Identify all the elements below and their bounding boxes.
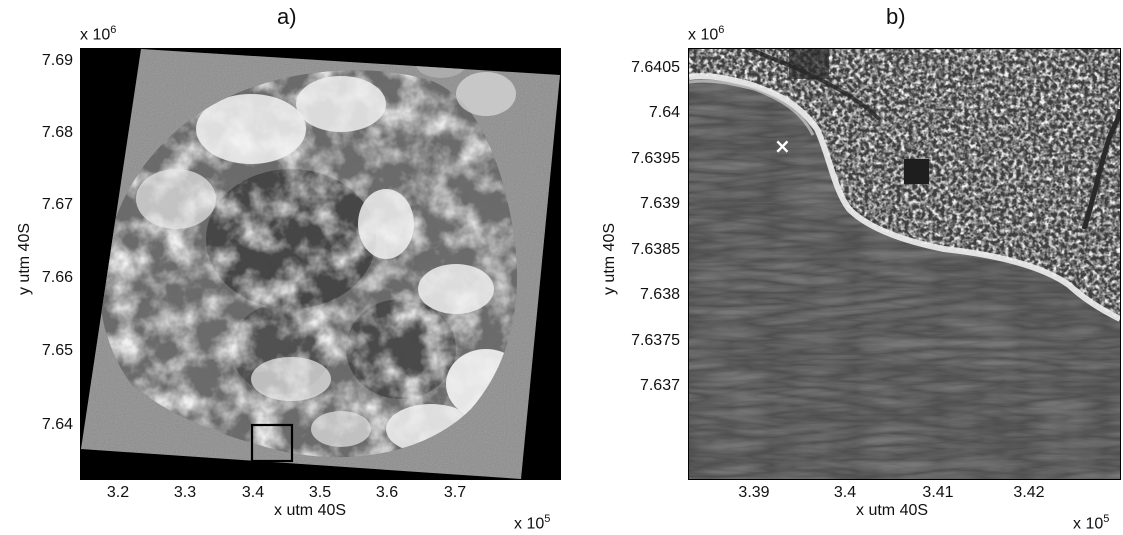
panel-a-xlabel: x utm 40S bbox=[274, 502, 347, 519]
panel-b-ytick: 7.6405 bbox=[631, 59, 680, 76]
panel-a-ytick: 7.64 bbox=[41, 416, 73, 433]
panel-b-ylabel: y utm 40S bbox=[601, 222, 618, 296]
panel-a-xtick: 3.4 bbox=[241, 484, 265, 501]
panel-a-ytick: 7.68 bbox=[41, 124, 73, 141]
panel-a-ytick: 7.67 bbox=[41, 196, 73, 213]
study-area-box bbox=[250, 423, 294, 463]
panel-b-ytick: 7.64 bbox=[648, 104, 680, 121]
panel-a-y-multiplier: x 106 bbox=[80, 24, 117, 44]
panel-a-xtick: 3.3 bbox=[173, 484, 197, 501]
panel-a-xtick: 3.5 bbox=[308, 484, 332, 501]
panel-b-ytick: 7.6375 bbox=[631, 332, 680, 349]
panel-a-title: a) bbox=[277, 4, 297, 29]
panel-b-image: × bbox=[688, 48, 1121, 480]
panel-b-ytick: 7.637 bbox=[639, 377, 680, 394]
panel-a-ylabel: y utm 40S bbox=[16, 222, 33, 296]
panel-b-ytick: 7.6385 bbox=[631, 241, 680, 258]
panel-b-ytick: 7.639 bbox=[639, 195, 680, 212]
panel-b-xtick: 3.39 bbox=[738, 484, 770, 501]
buoy-marker: × bbox=[774, 134, 791, 158]
panel-b-ytick: 7.6395 bbox=[631, 150, 680, 167]
panel-b-title: b) bbox=[886, 4, 906, 29]
panel-b-x-multiplier: x 105 bbox=[1073, 513, 1110, 533]
panel-b-xtick: 3.4 bbox=[833, 484, 857, 501]
panel-a-xtick: 3.7 bbox=[443, 484, 467, 501]
panel-b-xtick: 3.42 bbox=[1013, 484, 1045, 501]
panel-a-image bbox=[80, 48, 561, 480]
panel-b-y-multiplier: x 106 bbox=[688, 24, 725, 44]
panel-a-xtick: 3.2 bbox=[106, 484, 130, 501]
panel-a-ytick: 7.69 bbox=[41, 52, 73, 69]
panel-a-ytick: 7.66 bbox=[41, 269, 73, 286]
panel-a-ytick: 7.65 bbox=[41, 342, 73, 359]
panel-a-x-multiplier: x 105 bbox=[514, 513, 551, 533]
panel-a-xtick: 3.6 bbox=[375, 484, 399, 501]
panel-b-ytick: 7.638 bbox=[639, 286, 680, 303]
panel-b-xtick: 3.41 bbox=[922, 484, 954, 501]
panel-b-xlabel: x utm 40S bbox=[856, 502, 929, 519]
